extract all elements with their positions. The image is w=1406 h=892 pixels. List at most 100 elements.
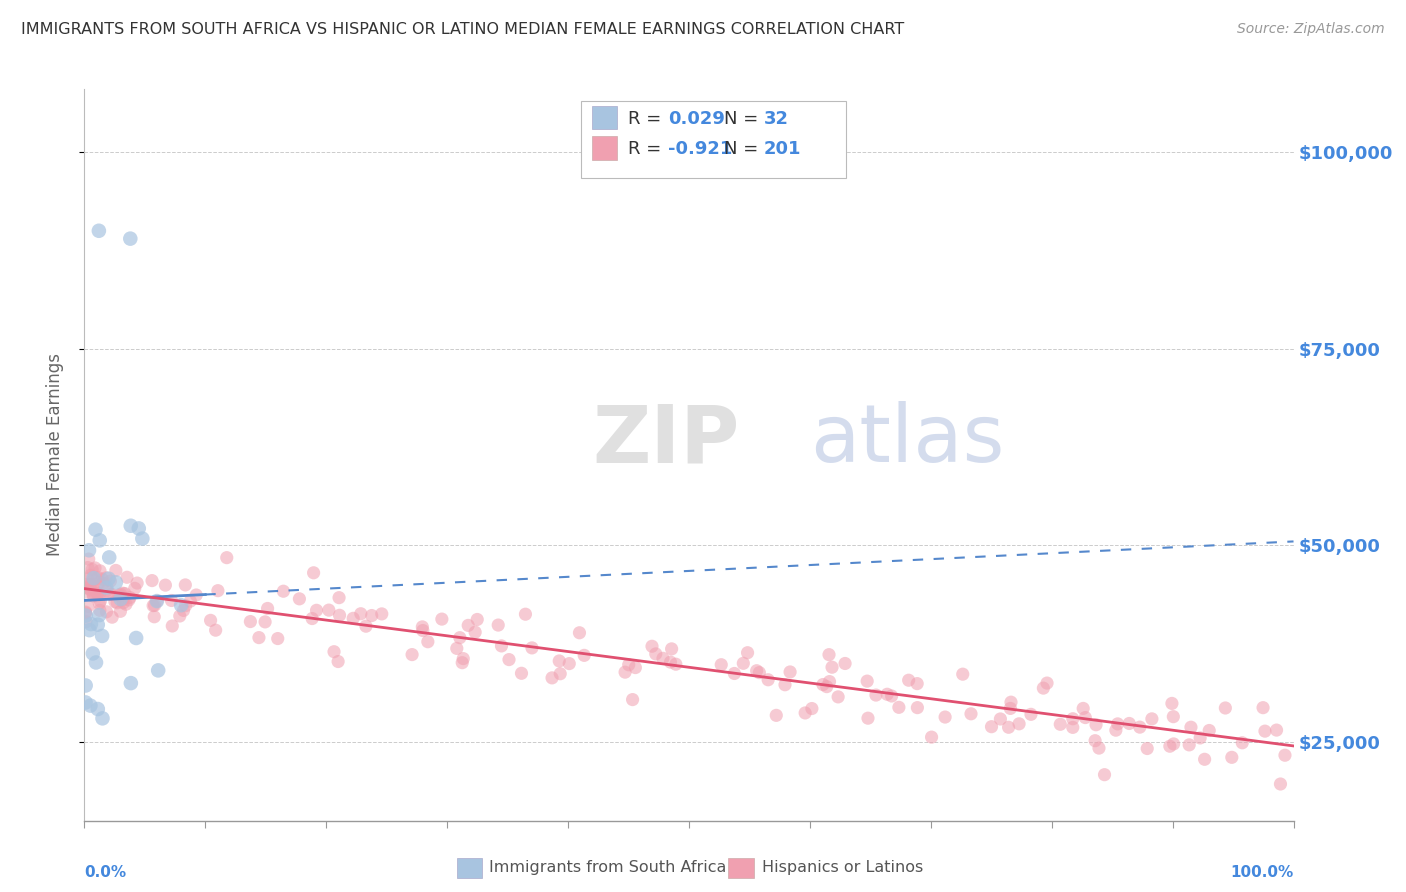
Point — [84, 656, 107, 670]
Point — [430, 612, 453, 626]
Point — [641, 640, 664, 654]
Point — [174, 599, 197, 613]
Point — [87, 617, 110, 632]
Point — [105, 596, 128, 610]
Point — [91, 629, 114, 643]
Point — [111, 586, 134, 600]
Point — [733, 657, 755, 671]
Point — [1107, 717, 1129, 731]
Point — [491, 639, 513, 653]
Point — [179, 594, 201, 608]
Point — [207, 583, 229, 598]
Point — [446, 641, 468, 656]
Point — [256, 601, 278, 615]
Point — [170, 598, 193, 612]
Point — [288, 591, 311, 606]
Point — [818, 674, 841, 689]
Point — [1215, 701, 1237, 715]
Point — [75, 585, 97, 599]
Point — [76, 560, 98, 574]
Point — [75, 695, 97, 709]
Point — [142, 599, 165, 613]
Point — [617, 657, 640, 672]
Point — [834, 657, 856, 671]
Point — [96, 583, 118, 598]
Point — [98, 587, 121, 601]
Point — [1105, 723, 1128, 738]
Point — [162, 619, 184, 633]
Point — [1019, 707, 1042, 722]
Text: R =: R = — [628, 140, 668, 158]
Point — [89, 564, 111, 578]
Point — [79, 623, 101, 637]
Point — [412, 624, 434, 638]
Text: atlas: atlas — [810, 401, 1004, 479]
Point — [80, 582, 103, 597]
Point — [148, 664, 170, 678]
Point — [815, 680, 838, 694]
Point — [652, 651, 675, 665]
Point — [254, 615, 277, 629]
Point — [465, 612, 488, 626]
Point — [811, 677, 834, 691]
Point — [104, 595, 127, 609]
Point — [1062, 720, 1084, 734]
Point — [1254, 724, 1277, 739]
Point — [96, 605, 118, 619]
Point — [75, 605, 97, 619]
Point — [80, 617, 103, 632]
Point — [89, 594, 111, 608]
Point — [1178, 738, 1201, 752]
Point — [765, 708, 787, 723]
Text: IMMIGRANTS FROM SOUTH AFRICA VS HISPANIC OR LATINO MEDIAN FEMALE EARNINGS CORREL: IMMIGRANTS FROM SOUTH AFRICA VS HISPANIC… — [21, 22, 904, 37]
Point — [1074, 710, 1097, 724]
Point — [112, 596, 135, 610]
Point — [146, 594, 169, 608]
Point — [91, 711, 114, 725]
Point — [451, 656, 474, 670]
Point — [1180, 720, 1202, 734]
Point — [515, 607, 537, 622]
Point — [75, 678, 97, 692]
Point — [360, 608, 382, 623]
Point — [118, 593, 141, 607]
Point — [155, 578, 177, 592]
Point — [350, 607, 373, 621]
Point — [87, 702, 110, 716]
Point — [318, 603, 340, 617]
Point — [75, 606, 97, 620]
Point — [329, 608, 352, 623]
Point — [87, 224, 110, 238]
Point — [127, 576, 149, 591]
Point — [748, 665, 770, 680]
Point — [856, 711, 879, 725]
Point — [800, 701, 823, 715]
Point — [141, 574, 163, 588]
Point — [305, 603, 328, 617]
Point — [952, 667, 974, 681]
Point — [100, 587, 122, 601]
Point — [960, 706, 983, 721]
Point — [143, 599, 166, 613]
Point — [1163, 737, 1185, 751]
Point — [1232, 736, 1254, 750]
Point — [301, 611, 323, 625]
Point — [548, 666, 571, 681]
Text: N =: N = — [724, 140, 763, 158]
Point — [401, 648, 423, 662]
Point — [115, 570, 138, 584]
Point — [82, 647, 104, 661]
Point — [101, 610, 124, 624]
Point — [354, 619, 377, 633]
Point — [84, 523, 107, 537]
Text: Source: ZipAtlas.com: Source: ZipAtlas.com — [1237, 22, 1385, 37]
Point — [77, 552, 100, 566]
Point — [87, 571, 110, 585]
Point — [80, 577, 103, 591]
Y-axis label: Median Female Earnings: Median Female Earnings — [45, 353, 63, 557]
Point — [247, 631, 270, 645]
Point — [131, 532, 153, 546]
Point — [737, 646, 759, 660]
Point — [794, 706, 817, 720]
Point — [89, 596, 111, 610]
